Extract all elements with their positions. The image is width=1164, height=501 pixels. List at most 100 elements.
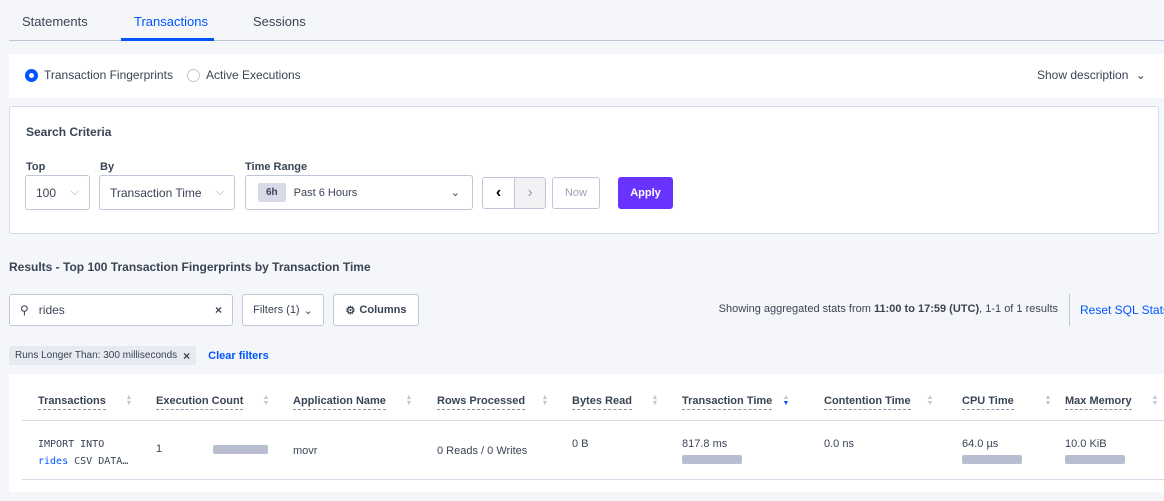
transaction-cell: IMPORT INTO rides CSV DATA…: [38, 436, 128, 470]
search-icon: ⚲: [20, 303, 29, 317]
active-filter-chip: Runs Longer Than: 300 milliseconds ×: [9, 346, 197, 365]
chevron-down-icon: ⌄: [450, 187, 460, 199]
header-divider: [22, 420, 1164, 421]
results-title: Results - Top 100 Transaction Fingerprin…: [9, 260, 371, 274]
columns-label: Columns: [359, 304, 407, 316]
search-input[interactable]: ⚲ rides ×: [9, 294, 233, 326]
transactions-table: [9, 374, 1164, 492]
filters-label: Filters (1): [253, 304, 300, 316]
chevron-down-icon: ⌄: [303, 304, 313, 317]
clear-search-icon[interactable]: ×: [214, 303, 222, 317]
chevron-down-icon: ⌄: [1135, 68, 1146, 82]
transaction-text: IMPORT INTO: [38, 439, 105, 450]
summary-suffix: , 1-1 of 1 results: [979, 303, 1058, 315]
radio-label: Transaction Fingerprints: [44, 68, 173, 82]
sort-icon[interactable]: ▲ ▼: [262, 394, 270, 407]
time-forward-button[interactable]: ›: [514, 177, 546, 209]
by-label: By: [100, 161, 115, 173]
summary-prefix: Showing aggregated stats from: [718, 303, 874, 315]
search-value: rides: [38, 303, 65, 317]
filters-button[interactable]: Filters (1) ⌄: [242, 294, 324, 326]
search-criteria-title: Search Criteria: [26, 125, 112, 139]
now-button[interactable]: Now: [552, 177, 600, 209]
column-header-label: Bytes Read: [572, 395, 632, 410]
time-range-badge: 6h: [258, 183, 286, 202]
columns-button[interactable]: ⚙ Columns: [333, 294, 419, 326]
radio-transaction-fingerprints[interactable]: [25, 68, 38, 82]
sort-icon[interactable]: ▲ ▼: [125, 394, 133, 407]
top-select[interactable]: 100 ⌵: [25, 175, 90, 210]
show-description-label: Show description: [1037, 68, 1129, 82]
gear-icon: ⚙: [345, 304, 356, 317]
sort-icon[interactable]: ▲ ▼: [926, 394, 934, 407]
chevron-down-icon: ⌵: [215, 186, 224, 198]
bytes-read-cell: 0 B: [572, 438, 589, 450]
active-filters-row: Runs Longer Than: 300 milliseconds × Clea…: [9, 346, 269, 365]
column-header-label: CPU Time: [962, 395, 1014, 410]
summary-range: 11:00 to 17:59 (UTC): [873, 303, 980, 315]
tab-statements[interactable]: Statements: [22, 14, 88, 29]
sort-icon[interactable]: ▲ ▼: [1151, 394, 1159, 407]
column-header-label: Contention Time: [824, 395, 911, 410]
time-range-value: Past 6 Hours: [293, 186, 358, 199]
chevron-left-icon: ‹: [495, 184, 502, 201]
view-toggle-panel: [9, 54, 1164, 98]
time-range-label: Time Range: [245, 161, 308, 173]
radio-active-executions[interactable]: [186, 68, 200, 82]
column-header-transactions[interactable]: Transactions ▲ ▼: [38, 394, 133, 410]
search-match-highlight[interactable]: rides: [38, 456, 69, 467]
reset-sql-stats-link[interactable]: Reset SQL Stats: [1080, 303, 1164, 317]
cpu-time-cell: 64.0 µs: [962, 438, 999, 450]
chevron-right-icon: ›: [527, 184, 533, 201]
execution-count-bar: [213, 445, 268, 454]
transaction-time-bar: [682, 455, 742, 464]
tab-transactions[interactable]: Transactions: [134, 14, 208, 29]
column-header-contention-time[interactable]: Contention Time ▲ ▼: [824, 394, 934, 410]
filter-chip-label: Runs Longer Than: 300 milliseconds: [15, 350, 178, 361]
view-toggle: Transaction Fingerprints Active Executio…: [25, 68, 301, 82]
time-back-button[interactable]: ‹: [482, 177, 515, 209]
column-header-rows-processed[interactable]: Rows Processed ▲ ▼: [437, 394, 549, 410]
column-header-label: Rows Processed: [437, 395, 526, 410]
show-description-toggle[interactable]: Show description ⌄: [1037, 68, 1146, 82]
apply-button[interactable]: Apply: [618, 177, 673, 209]
column-header-label: Application Name: [293, 395, 386, 410]
by-select[interactable]: Transaction Time ⌵: [99, 175, 235, 210]
sort-icon[interactable]: ▲ ▼: [1044, 394, 1052, 407]
column-header-label: Execution Count: [156, 395, 244, 410]
radio-label: Active Executions: [205, 68, 301, 82]
clear-filters-link[interactable]: Clear filters: [208, 349, 269, 362]
search-criteria-panel: [9, 106, 1159, 234]
row-divider: [22, 479, 1164, 480]
column-header-label: Transaction Time: [682, 395, 773, 410]
sort-icon[interactable]: ▲ ▼: [405, 394, 413, 407]
column-header-max-memory[interactable]: Max Memory ▲ ▼: [1065, 394, 1159, 410]
sort-descending-icon[interactable]: ▲ ▼: [782, 394, 790, 407]
transaction-text: CSV DATA…: [68, 456, 129, 467]
column-header-label: Transactions: [38, 395, 106, 410]
sort-icon[interactable]: ▲ ▼: [651, 394, 659, 407]
by-value: Transaction Time: [110, 185, 202, 200]
column-header-application-name[interactable]: Application Name ▲ ▼: [293, 394, 413, 410]
column-header-transaction-time[interactable]: Transaction Time ▲ ▼: [682, 394, 790, 410]
sort-icon[interactable]: ▲ ▼: [541, 394, 549, 407]
active-tab-indicator: [121, 38, 214, 41]
contention-time-cell: 0.0 ns: [824, 438, 854, 450]
column-header-bytes-read[interactable]: Bytes Read ▲ ▼: [572, 394, 659, 410]
execution-count-cell: 1: [156, 443, 163, 455]
max-memory-cell: 10.0 KiB: [1065, 438, 1107, 450]
chevron-down-icon: ⌵: [70, 186, 79, 198]
time-range-select[interactable]: 6h Past 6 Hours ⌄: [245, 175, 473, 210]
column-header-cpu-time[interactable]: CPU Time ▲ ▼: [962, 394, 1052, 410]
transaction-time-cell: 817.8 ms: [682, 438, 728, 450]
divider: [1069, 294, 1070, 326]
column-header-execution-count[interactable]: Execution Count ▲ ▼: [156, 394, 270, 410]
top-label: Top: [26, 161, 46, 173]
rows-processed-cell: 0 Reads / 0 Writes: [437, 445, 528, 457]
close-icon[interactable]: ×: [183, 348, 191, 363]
application-name-cell: movr: [293, 445, 318, 457]
cpu-time-bar: [962, 455, 1022, 464]
column-header-label: Max Memory: [1065, 395, 1132, 410]
tab-sessions[interactable]: Sessions: [253, 14, 306, 29]
results-summary: Showing aggregated stats from 11:00 to 1…: [719, 303, 1058, 315]
